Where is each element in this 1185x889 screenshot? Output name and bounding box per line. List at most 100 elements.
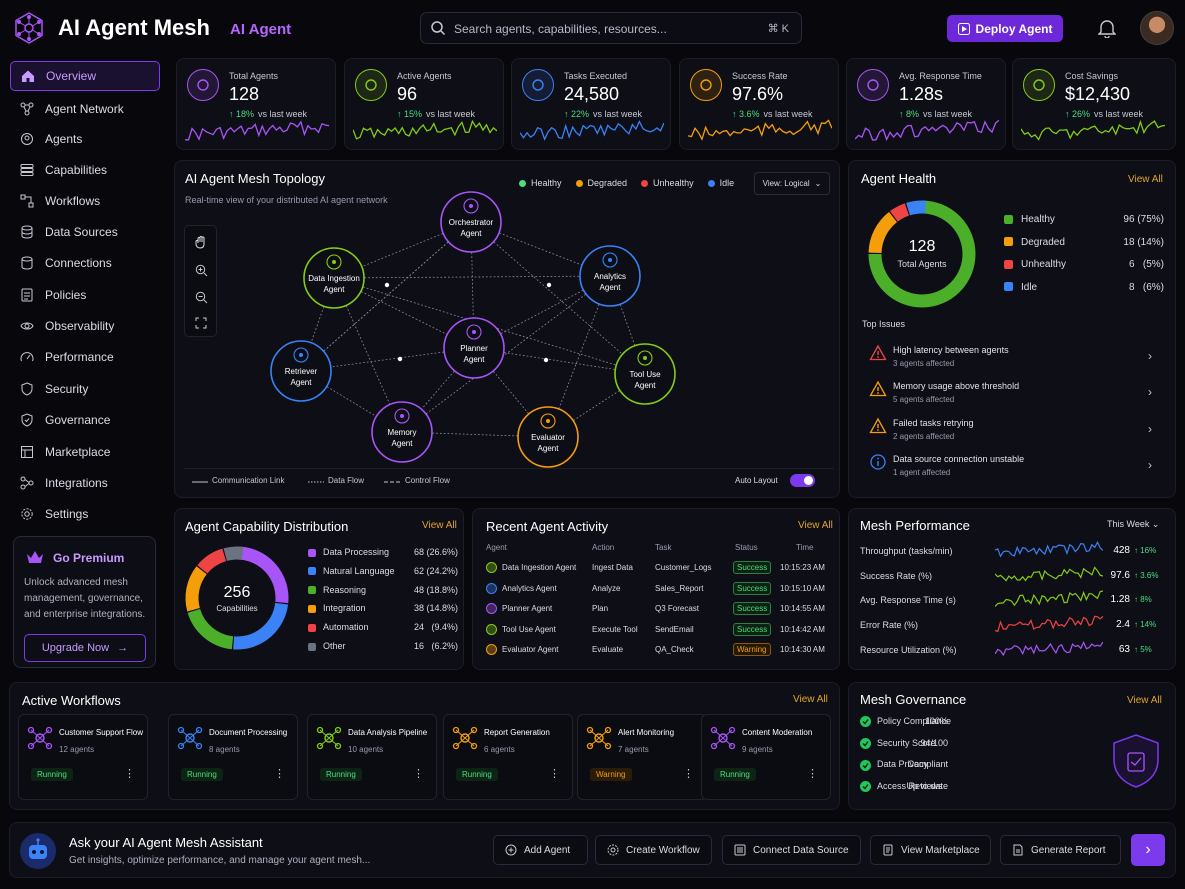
sidebar-item-marketplace[interactable]: Marketplace: [10, 437, 160, 467]
kpi-delta: ↑ 26% vs last week: [1065, 109, 1143, 119]
topology-node[interactable]: Memory Agent: [371, 401, 433, 463]
performance-label: Throughput (tasks/min): [860, 546, 953, 556]
sidebar-item-security[interactable]: Security: [10, 374, 160, 404]
sidebar-item-data-sources[interactable]: Data Sources: [10, 217, 160, 247]
issue-item[interactable]: Memory usage above threshold 5 agents aff…: [866, 379, 1162, 413]
activity-row[interactable]: Data Ingestion Agent Ingest Data Customer_…: [484, 560, 834, 577]
sidebar-item-workflows[interactable]: Workflows: [10, 186, 160, 216]
agent-health-view-all[interactable]: View All: [1128, 174, 1163, 185]
activity-view-all[interactable]: View All: [798, 520, 833, 531]
workflow-icon: [607, 844, 619, 856]
health-total-label: Total Agents: [897, 259, 947, 269]
node-label: Orchestrator: [449, 218, 494, 227]
send-button[interactable]: ›: [1131, 834, 1165, 866]
view-marketplace-label: View Marketplace: [901, 844, 980, 856]
kpi-card: Avg. Response Time 1.28s ↑ 8% vs last week: [846, 58, 1006, 150]
governance-view-all[interactable]: View All: [1127, 695, 1162, 706]
workflow-card[interactable]: Document Processing 8 agents Running ⋮: [168, 714, 298, 800]
performance-range-select[interactable]: This Week ⌄: [1107, 519, 1159, 530]
database-icon: [19, 224, 35, 240]
sidebar-item-governance[interactable]: Governance: [10, 405, 160, 435]
workflow-status-badge: Running: [31, 768, 73, 781]
workflow-card[interactable]: Report Generation 6 agents Running ⋮: [443, 714, 573, 800]
activity-row[interactable]: Analytics Agent Analyze Sales_Report Succes…: [484, 581, 834, 598]
pan-hand-icon[interactable]: [186, 228, 216, 256]
workflow-icon: [19, 193, 35, 209]
agent-icon: [486, 623, 497, 635]
fit-screen-icon[interactable]: [186, 309, 216, 337]
activity-title: Recent Agent Activity: [486, 519, 609, 534]
more-vertical-icon[interactable]: ⋮: [683, 768, 694, 780]
bell-icon[interactable]: [1098, 18, 1116, 38]
topology-node[interactable]: Planner Agent: [443, 317, 505, 379]
issue-item[interactable]: High latency between agents 3 agents affe…: [866, 343, 1162, 377]
sidebar-item-settings[interactable]: Settings: [10, 499, 160, 529]
kpi-card: Total Agents 128 ↑ 18% vs last week: [176, 58, 336, 150]
zoom-in-icon[interactable]: [186, 256, 216, 284]
user-avatar[interactable]: [1140, 11, 1174, 45]
deploy-agent-button[interactable]: Deploy Agent: [947, 15, 1063, 42]
kpi-sparkline: [855, 119, 999, 142]
chart-icon: [522, 69, 554, 101]
more-vertical-icon[interactable]: ⋮: [549, 768, 560, 780]
generate-report-button[interactable]: Generate Report: [1000, 835, 1121, 865]
play-icon: [957, 22, 970, 35]
topology-node[interactable]: Orchestrator Agent: [440, 191, 502, 253]
more-vertical-icon[interactable]: ⋮: [124, 768, 135, 780]
sidebar-item-performance[interactable]: Performance: [10, 342, 160, 372]
kpi-card: Active Agents 96 ↑ 15% vs last week: [344, 58, 504, 150]
connect-data-source-button[interactable]: Connect Data Source: [722, 835, 861, 865]
zoom-out-icon[interactable]: [186, 283, 216, 311]
sidebar-item-connections[interactable]: Connections: [10, 248, 160, 278]
generate-report-label: Generate Report: [1031, 844, 1106, 856]
health-value: 6 (5%): [1128, 259, 1164, 270]
sidebar-item-policies[interactable]: Policies: [10, 280, 160, 310]
kpi-card: Cost Savings $12,430 ↑ 26% vs last week: [1012, 58, 1176, 150]
topology-node[interactable]: Retriever Agent: [270, 340, 332, 402]
check-circle-icon: [860, 781, 871, 793]
workflow-card[interactable]: Alert Monitoring 7 agents Warning ⋮: [577, 714, 707, 800]
more-vertical-icon[interactable]: ⋮: [413, 768, 424, 780]
topology-node[interactable]: Data Ingestion Agent: [303, 247, 365, 309]
link-legend-data-flow: Data Flow: [328, 476, 365, 485]
workflow-card[interactable]: Content Moderation 9 agents Running ⋮: [701, 714, 831, 800]
activity-task: QA_Check: [655, 645, 694, 654]
node-label: Planner: [460, 344, 488, 353]
topology-node[interactable]: Tool Use Agent: [614, 343, 676, 405]
issue-item[interactable]: Failed tasks retrying 2 agents affected ›: [866, 416, 1162, 450]
workflows-title: Active Workflows: [22, 693, 121, 708]
activity-row[interactable]: Evaluator Agent Evaluate QA_Check Warning 10…: [484, 642, 834, 659]
sidebar-item-label: Data Sources: [45, 225, 118, 239]
create-workflow-button[interactable]: Create Workflow: [595, 835, 712, 865]
upgrade-now-button[interactable]: Upgrade Now →: [24, 634, 146, 662]
agent-node-icon: [602, 252, 618, 268]
governance-value: 94/100: [920, 737, 948, 748]
sidebar-item-agent-network[interactable]: Agent Network: [10, 94, 160, 124]
sidebar-item-overview[interactable]: Overview: [10, 61, 160, 91]
sidebar-item-observability[interactable]: Observability: [10, 311, 160, 341]
more-vertical-icon[interactable]: ⋮: [274, 768, 285, 780]
topology-node[interactable]: Analytics Agent: [579, 245, 641, 307]
auto-layout-toggle[interactable]: [790, 474, 815, 487]
topology-node[interactable]: Evaluator Agent: [517, 406, 579, 468]
sidebar-item-agents[interactable]: Agents: [10, 124, 160, 154]
workflow-card[interactable]: Data Analysis Pipeline 10 agents Running ⋮: [307, 714, 437, 800]
range-value: This Week: [1107, 519, 1150, 529]
workflows-view-all[interactable]: View All: [793, 694, 828, 705]
view-select[interactable]: View: Logical ⌄: [754, 172, 830, 195]
activity-action: Execute Tool: [592, 624, 638, 634]
capability-view-all[interactable]: View All: [422, 520, 457, 531]
add-agent-button[interactable]: Add Agent: [493, 835, 588, 865]
node-label: Analytics: [594, 272, 626, 281]
activity-row[interactable]: Tool Use Agent Execute Tool SendEmail Succe…: [484, 622, 834, 639]
sidebar-item-capabilities[interactable]: Capabilities: [10, 155, 160, 185]
legend-swatch: [308, 642, 316, 651]
sidebar-item-integrations[interactable]: Integrations: [10, 468, 160, 498]
view-marketplace-button[interactable]: View Marketplace: [870, 835, 991, 865]
issue-item[interactable]: Data source connection unstable 1 agent a…: [866, 452, 1162, 486]
search-input[interactable]: Search agents, capabilities, resources..…: [420, 12, 802, 44]
topology-junction: [384, 282, 390, 288]
more-vertical-icon[interactable]: ⋮: [807, 768, 818, 780]
activity-row[interactable]: Planner Agent Plan Q3 Forecast Success 10:14…: [484, 601, 834, 618]
workflow-card[interactable]: Customer Support Flow 12 agents Running ⋮: [18, 714, 148, 800]
